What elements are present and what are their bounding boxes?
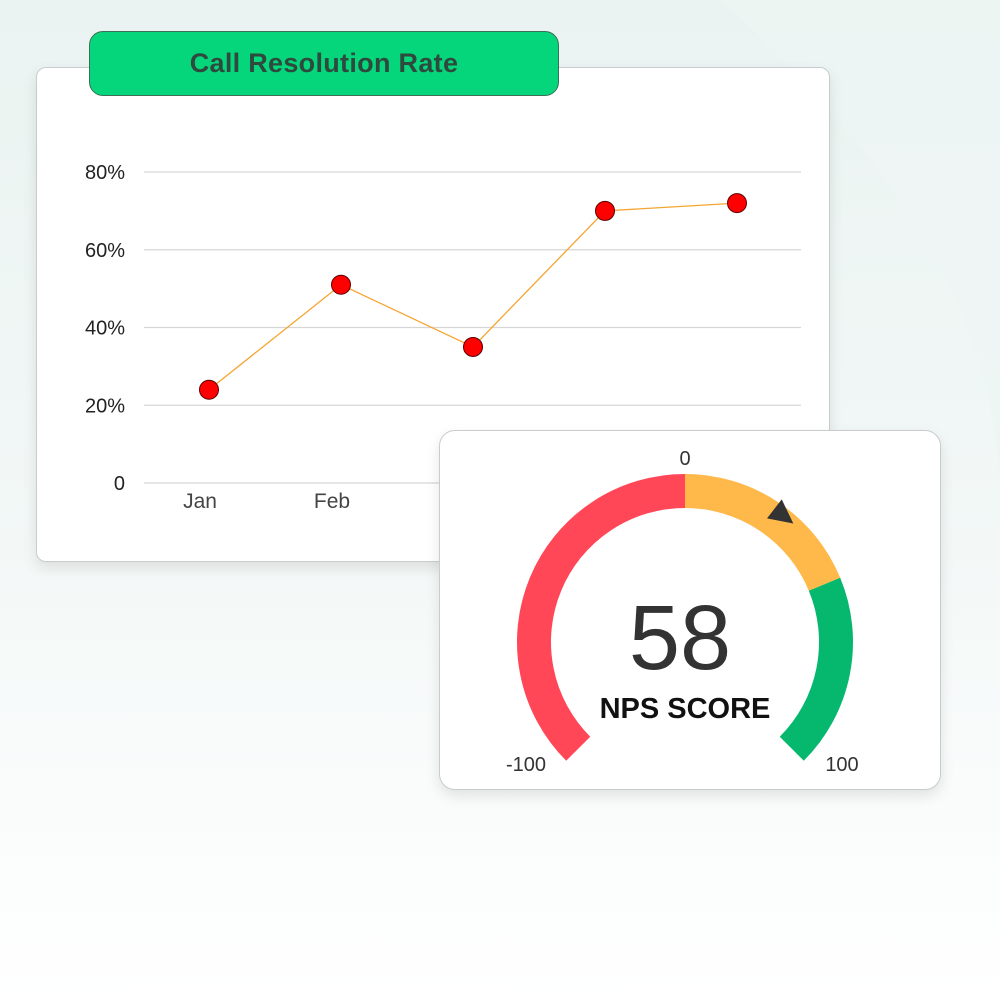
data-point	[595, 200, 615, 221]
x-tick-label: Jan	[183, 490, 217, 513]
nps-gauge: 0 58 NPS SCORE -100 100	[506, 448, 859, 776]
gauge-max-label: 100	[825, 754, 858, 776]
y-tick-label: 80%	[85, 162, 125, 184]
x-tick-label: Feb	[314, 490, 350, 513]
y-tick-label: 60%	[85, 240, 125, 262]
y-tick-label: 40%	[85, 318, 125, 340]
data-point	[727, 193, 747, 214]
nps-score-label: NPS SCORE	[600, 693, 771, 725]
series-line	[208, 202, 738, 391]
data-point	[463, 336, 483, 357]
gauge-band-0	[517, 474, 686, 761]
data-point	[331, 274, 351, 295]
nps-score-value: 58	[629, 587, 731, 689]
y-tick-label: 0	[114, 473, 125, 495]
y-tick-label: 20%	[85, 395, 125, 417]
gauge-pointer-icon	[767, 499, 794, 524]
gauge-mid-label: 0	[679, 448, 690, 470]
gauge-min-label: -100	[506, 754, 546, 776]
nps-gauge-card: 0 58 NPS SCORE -100 100	[439, 430, 941, 790]
gauge-band-2	[779, 577, 853, 761]
gauge-band-1	[684, 474, 841, 592]
chart-title: Call Resolution Rate	[89, 31, 559, 96]
data-point	[199, 379, 219, 400]
